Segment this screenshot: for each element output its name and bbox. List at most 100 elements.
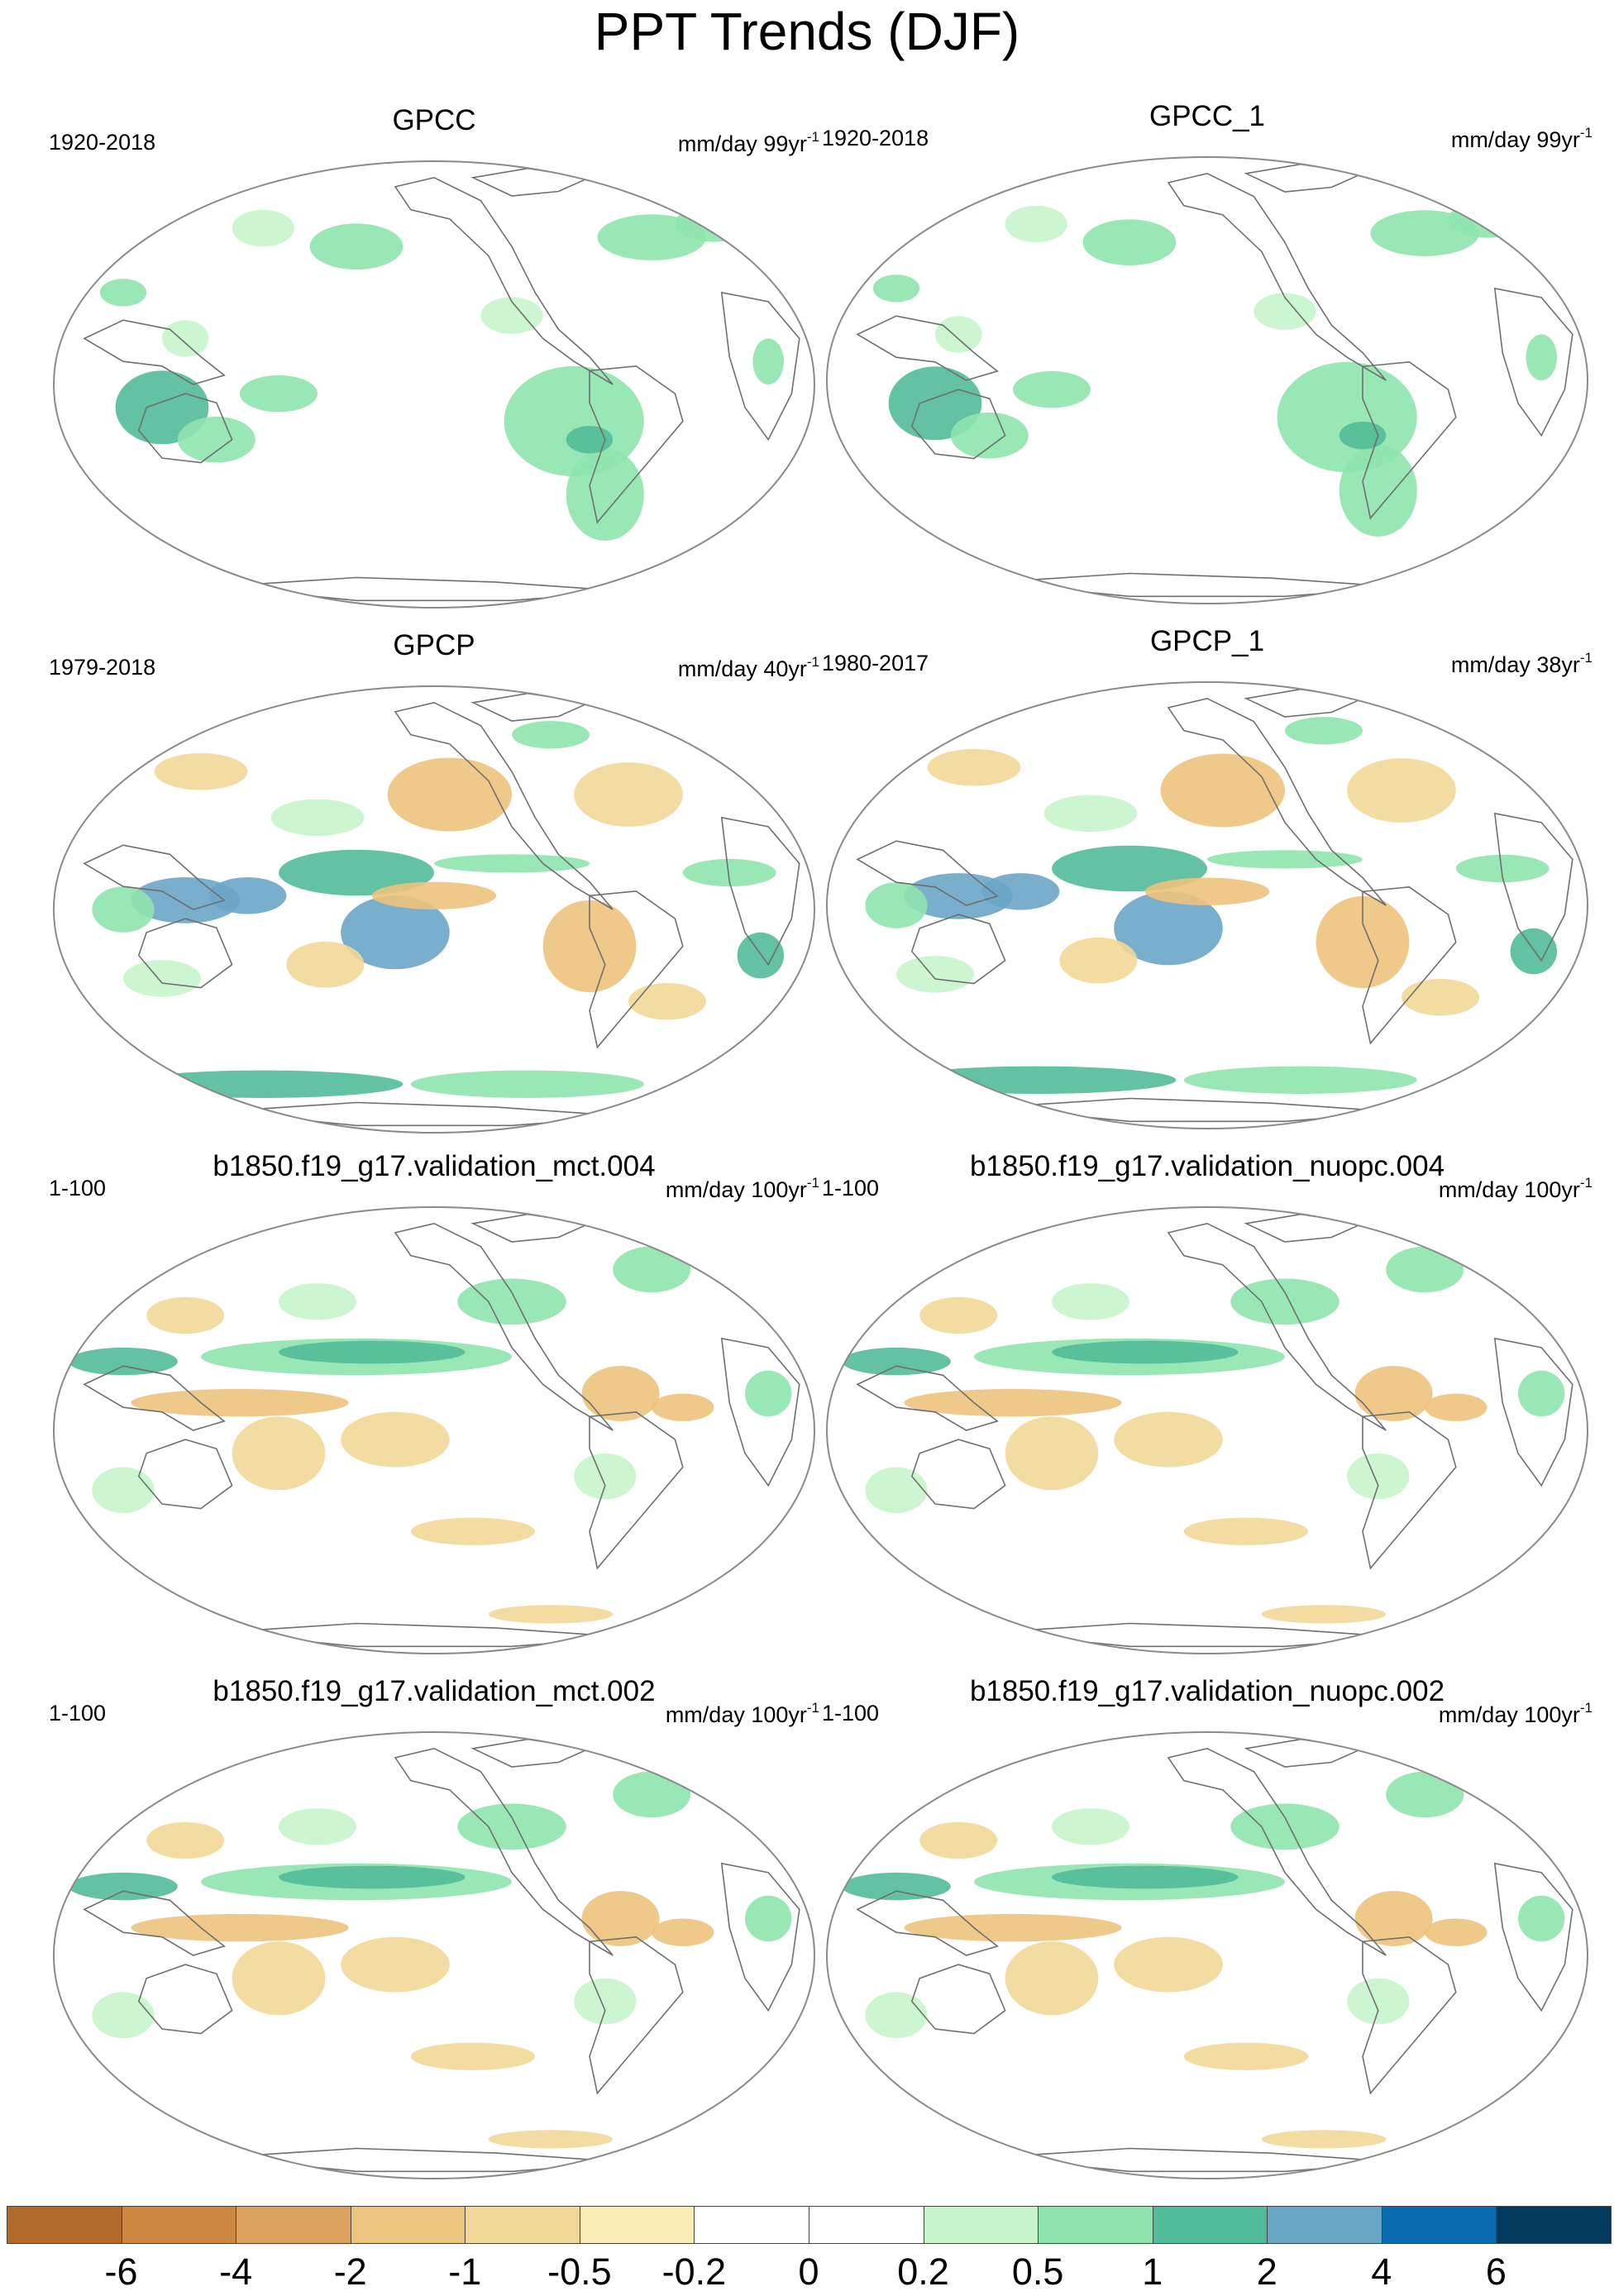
panel-units-text: mm/day 40yr (677, 656, 807, 681)
figure-title: PPT Trends (DJF) (594, 2, 1020, 61)
colorbar-label: 0.2 (897, 2251, 949, 2293)
map-panel: GPCC 1920-2018 mm/day 99yr-1 (45, 103, 823, 616)
trend-field-patch (341, 1936, 450, 1993)
trend-field-patch (613, 1246, 691, 1293)
coastline (470, 1738, 592, 1768)
coastline (910, 1439, 1006, 1510)
map-projection (53, 1206, 815, 1654)
coastline (1493, 1862, 1573, 2012)
trend-field-patch (1354, 1891, 1433, 1946)
map-projection (826, 1206, 1588, 1654)
panel-units-text: mm/day 100yr (1438, 1702, 1580, 1727)
trend-field-patch (950, 412, 1029, 459)
trend-field-patch (1448, 201, 1526, 238)
coastline (589, 1411, 684, 1570)
colorbar-segment (1381, 2206, 1497, 2244)
trend-field-patch (146, 1821, 225, 1859)
trend-field-patch (652, 1393, 714, 1421)
trend-field-patch (896, 1066, 1177, 1094)
coastline (470, 167, 592, 197)
trend-field-patch (667, 707, 730, 735)
panel-title: b1850.f19_g17.validation_mct.004 (212, 1150, 656, 1182)
trend-field-patch (434, 854, 590, 873)
trend-field-patch (919, 1296, 998, 1334)
trend-field-patch (737, 932, 784, 979)
coastline (1362, 360, 1457, 520)
panel-units-text: mm/day 99yr (1450, 127, 1580, 152)
colorbar-segment (923, 2206, 1039, 2244)
trend-field-patch (457, 1278, 566, 1325)
trend-field-patch (896, 956, 974, 993)
trend-field-patch (232, 209, 294, 247)
trend-field-patch (99, 279, 147, 307)
colorbar-label: 0 (798, 2251, 819, 2293)
colorbar (7, 2206, 1612, 2246)
trend-field-patch (1510, 928, 1557, 975)
trend-field-patch (935, 316, 982, 353)
panel-title: GPCP_1 (1149, 625, 1265, 657)
trend-field-patch (131, 1388, 349, 1417)
colorbar-segment (694, 2206, 809, 2244)
trend-field-patch (1230, 1803, 1339, 1850)
trend-field-patch (1386, 1771, 1464, 1818)
trend-field-patch (574, 1453, 637, 1500)
trend-field-patch (652, 1918, 714, 1946)
trend-field-patch (1402, 979, 1479, 1016)
trend-field-patch (240, 375, 318, 413)
map-outline (53, 1206, 815, 1654)
panel-units-text: mm/day 100yr (665, 1177, 807, 1202)
trend-field-patch (872, 274, 920, 303)
coastline (720, 1862, 800, 2012)
coastline (856, 315, 999, 381)
coastline (720, 291, 800, 442)
colorbar-segment (579, 2206, 695, 2244)
trend-field-patch (566, 448, 644, 541)
panel-units-exponent: -1 (1579, 650, 1593, 666)
map-panel: GPCP 1979-2018 mm/day 40yr-1 (45, 628, 823, 1141)
coastline (1244, 1738, 1365, 1768)
trend-field-patch (1013, 370, 1091, 408)
trend-field-patch (613, 1771, 691, 1818)
map-outline (53, 160, 815, 609)
trend-field-patch (457, 1803, 566, 1850)
trend-field-patch (919, 1821, 998, 1859)
trend-field-patch (1082, 219, 1177, 265)
map-panel: b1850.f19_g17.validation_mct.002 1-100 mm/… (45, 1674, 823, 2187)
trend-field-patch (410, 1517, 536, 1545)
trend-field-patch (628, 983, 706, 1020)
trend-field-patch (1043, 795, 1138, 832)
trend-field-patch (279, 849, 434, 896)
trend-field-patch (865, 1467, 928, 1514)
trend-field-patch (1114, 1411, 1223, 1468)
trend-field-patch (279, 1808, 356, 1845)
panel-title: b1850.f19_g17.validation_nuopc.004 (969, 1150, 1445, 1182)
trend-field-patch (865, 1992, 928, 2039)
trend-field-patch (904, 1913, 1122, 1942)
trend-field-patch (1347, 1453, 1410, 1500)
coastline (1493, 1337, 1573, 1487)
coastline (910, 1964, 1006, 2035)
colorbar-label: 4 (1371, 2251, 1392, 2293)
panel-units-exponent: -1 (1579, 1175, 1593, 1191)
map-projection (826, 1731, 1588, 2179)
coastline (1362, 1411, 1457, 1570)
trend-field-patch (504, 365, 644, 477)
colorbar-label: 2 (1256, 2251, 1277, 2293)
panel-units-exponent: -1 (806, 129, 819, 145)
trend-field-patch (279, 1283, 356, 1320)
trend-field-patch (865, 882, 928, 928)
map-projection (826, 681, 1588, 1129)
panel-period: 1920-2018 (822, 126, 929, 150)
coastline (394, 1222, 614, 1431)
coastline (83, 1365, 226, 1431)
trend-field-patch (387, 757, 512, 832)
trend-field-patch (1183, 2042, 1309, 2070)
trend-field-patch (752, 338, 784, 384)
trend-field-patch (480, 297, 543, 334)
coastline (910, 914, 1006, 985)
coastline (83, 319, 226, 385)
trend-field-patch (92, 1992, 155, 2039)
panel-period: 1-100 (49, 1701, 107, 1726)
trend-field-patch (488, 2130, 614, 2149)
